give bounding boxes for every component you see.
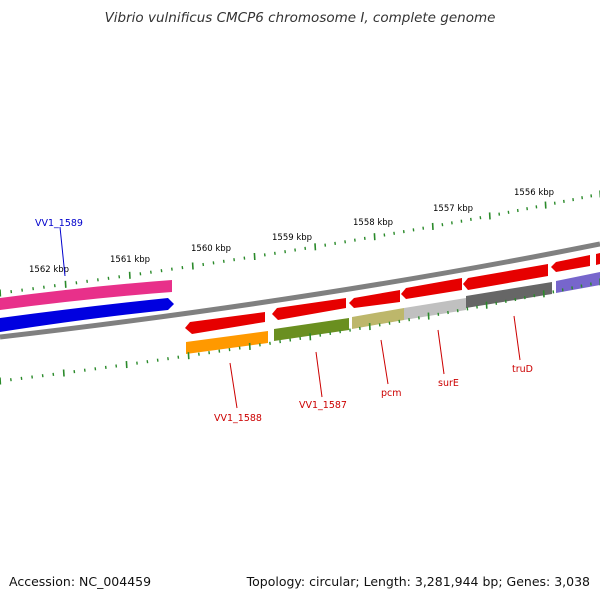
gene-label-pcm[interactable]: pcm [381, 388, 402, 399]
scale-label: 1558 kbp [353, 218, 393, 228]
map-title: Vibrio vulnificus CMCP6 chromosome I, co… [104, 10, 496, 26]
genome-backbone [0, 241, 600, 340]
gene-label-vv1-1589[interactable]: VV1_1589 [35, 218, 83, 229]
bar-sure[interactable] [404, 298, 466, 320]
scale-label: 1557 kbp [433, 204, 473, 214]
scale-label: 1562 kbp [29, 265, 69, 275]
gene-arrow-5[interactable] [463, 264, 548, 290]
label-leaders [59, 226, 521, 409]
scale-label: 1559 kbp [272, 233, 312, 243]
outer-scale-ticks [0, 190, 600, 297]
gene-label-vv1-1587[interactable]: VV1_1587 [299, 400, 347, 411]
gene-arrow-2[interactable] [272, 298, 346, 320]
gene-arrow-7[interactable] [596, 253, 600, 265]
bar-vv1-1588[interactable] [186, 331, 268, 354]
leader-trud [513, 315, 521, 361]
scale-label: 1556 kbp [514, 188, 554, 198]
bar-vv1-1587[interactable] [274, 318, 349, 341]
scale-label: 1561 kbp [110, 255, 150, 265]
leader-vv1-1588 [229, 362, 238, 409]
gene-arrow-1[interactable] [185, 312, 265, 334]
gene-label-sure[interactable]: surE [438, 378, 459, 389]
cog-bars [186, 272, 600, 354]
leader-vv1-1587 [315, 351, 323, 398]
gene-arrow-4[interactable] [401, 278, 462, 299]
feature-vv1-1589-blue[interactable] [0, 298, 174, 332]
red-gene-arrows [185, 253, 600, 334]
gene-arrow-3[interactable] [349, 290, 400, 308]
genome-summary-text: Topology: circular; Length: 3,281,944 bp… [246, 574, 590, 589]
bar-pcm[interactable] [352, 308, 404, 329]
gene-label-vv1-1588[interactable]: VV1_1588 [214, 413, 262, 424]
bar-trud[interactable] [466, 282, 552, 308]
gene-arrow-6[interactable] [551, 255, 590, 272]
leader-pcm [380, 339, 389, 385]
outer-scale-labels: 1562 kbp 1561 kbp 1560 kbp 1559 kbp 1558 kbp… [29, 188, 554, 275]
gene-label-trud[interactable]: truD [512, 364, 533, 375]
leader-vv1-1589 [59, 226, 66, 277]
bar-next[interactable] [556, 272, 600, 293]
inner-scale-ticks [0, 278, 600, 385]
feature-vv1-1589-pink[interactable] [0, 280, 172, 310]
scale-label: 1560 kbp [191, 244, 231, 254]
accession-text: Accession: NC_004459 [9, 574, 152, 589]
leader-sure [437, 329, 445, 375]
